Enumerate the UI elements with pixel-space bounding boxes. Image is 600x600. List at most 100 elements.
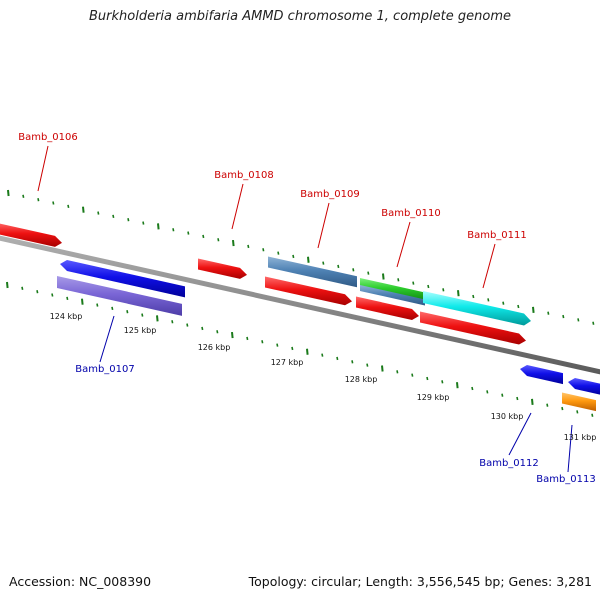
upper-minor-tick — [427, 284, 430, 289]
upper-minor-tick — [322, 261, 325, 265]
page-title: Burkholderia ambifaria AMMD chromosome 1… — [88, 9, 512, 24]
upper-major-tick — [382, 273, 385, 280]
lower-minor-tick — [36, 290, 39, 294]
upper-major-tick — [82, 206, 85, 213]
upper-minor-tick — [262, 248, 265, 252]
scale-tick-label: 127 kbp — [271, 358, 304, 367]
lower-tick-row — [6, 281, 594, 417]
lower-major-tick — [306, 348, 309, 355]
upper-minor-tick — [217, 238, 220, 242]
gene-bamb-0108-arrow — [198, 258, 247, 279]
leader-line-bamb-0111 — [482, 243, 496, 289]
upper-minor-tick — [397, 278, 400, 282]
gene-forward-red-arrow — [265, 276, 352, 306]
gene-bamb-0106-arrow — [0, 223, 62, 247]
upper-minor-tick — [97, 211, 100, 215]
lower-minor-tick — [141, 313, 144, 317]
scale-tick-label: 124 kbp — [50, 312, 83, 321]
gene-bamb-0109-arrow — [268, 256, 357, 288]
upper-major-tick — [532, 306, 535, 313]
gene-label-bamb-0112[interactable]: Bamb_0112 — [479, 458, 539, 469]
lower-minor-tick — [171, 320, 174, 324]
gene-label-bamb-0111[interactable]: Bamb_0111 — [467, 230, 527, 241]
lower-minor-tick — [591, 413, 594, 417]
accession-text: Accession: NC_008390 — [9, 574, 152, 589]
leader-line-bamb-0113 — [567, 424, 573, 473]
scale-tick-label: 126 kbp — [198, 343, 231, 352]
gene-labels: Bamb_0106 Bamb_0107 Bamb_0108 Bamb_0109 Bamb… — [18, 132, 596, 485]
gene-features — [0, 223, 600, 412]
upper-minor-tick — [412, 281, 415, 285]
lower-minor-tick — [471, 386, 474, 391]
upper-tick-row — [7, 189, 595, 325]
upper-minor-tick — [127, 218, 130, 222]
upper-minor-tick — [352, 268, 355, 272]
lower-minor-tick — [261, 340, 264, 344]
leader-line-bamb-0112 — [508, 412, 532, 456]
lower-minor-tick — [276, 343, 279, 347]
upper-minor-tick — [367, 271, 370, 275]
lower-minor-tick — [96, 303, 99, 307]
lower-minor-tick — [246, 336, 249, 341]
upper-minor-tick — [247, 244, 250, 249]
leader-line-bamb-0108 — [231, 183, 244, 230]
upper-minor-tick — [487, 298, 490, 302]
gene-label-bamb-0109[interactable]: Bamb_0109 — [300, 189, 360, 200]
upper-major-tick — [307, 256, 310, 263]
lower-minor-tick — [66, 296, 69, 301]
lower-minor-tick — [351, 360, 354, 364]
upper-minor-tick — [547, 311, 550, 315]
upper-minor-tick — [112, 214, 115, 219]
lower-minor-tick — [576, 410, 579, 414]
lower-minor-tick — [546, 403, 549, 407]
upper-major-tick — [7, 189, 10, 197]
gene-forward-red-arrow — [356, 296, 419, 320]
scale-tick-label: 125 kbp — [124, 326, 157, 335]
lower-minor-tick — [441, 380, 444, 384]
lower-minor-tick — [561, 406, 564, 411]
gene-bamb-0112-arrow — [520, 365, 563, 385]
lower-minor-tick — [516, 396, 519, 401]
lower-minor-tick — [411, 373, 414, 377]
lower-minor-tick — [336, 356, 339, 361]
chromosome-backbone — [0, 235, 600, 375]
upper-minor-tick — [337, 264, 340, 269]
lower-minor-tick — [51, 293, 54, 297]
upper-major-tick — [157, 223, 160, 230]
scale-tick-label: 128 kbp — [345, 375, 378, 384]
upper-major-tick — [457, 290, 460, 297]
upper-minor-tick — [577, 318, 580, 322]
gene-forward-steel-arrow — [360, 285, 425, 306]
upper-minor-tick — [67, 204, 70, 209]
scale-tick-label: 131 kbp — [564, 433, 597, 442]
leader-line-bamb-0110 — [396, 221, 411, 268]
gene-label-bamb-0107[interactable]: Bamb_0107 — [75, 364, 135, 375]
lower-major-tick — [381, 365, 384, 372]
upper-minor-tick — [592, 321, 595, 325]
gene-label-bamb-0113[interactable]: Bamb_0113 — [536, 474, 596, 485]
lower-minor-tick — [366, 363, 369, 367]
lower-major-tick — [531, 398, 534, 405]
gene-reverse-blue-arrow — [568, 378, 600, 395]
upper-minor-tick — [172, 228, 175, 232]
upper-minor-tick — [52, 201, 55, 205]
lower-major-tick — [6, 281, 9, 289]
lower-major-tick — [156, 315, 159, 322]
gene-label-bamb-0106[interactable]: Bamb_0106 — [18, 132, 78, 143]
scale-tick-label: 129 kbp — [417, 393, 450, 402]
lower-minor-tick — [396, 370, 399, 374]
gene-label-bamb-0108[interactable]: Bamb_0108 — [214, 170, 274, 181]
upper-minor-tick — [187, 231, 190, 235]
gene-bamb-0113-arrow — [562, 392, 596, 412]
upper-minor-tick — [502, 301, 505, 305]
upper-minor-tick — [562, 314, 565, 319]
lower-major-tick — [231, 331, 234, 339]
leader-line-bamb-0107 — [99, 315, 115, 363]
lower-minor-tick — [486, 390, 489, 394]
gene-bamb-0110-arrow — [360, 278, 425, 301]
gene-bamb-0107-arrow — [57, 276, 182, 316]
lower-major-tick — [456, 382, 459, 389]
lower-minor-tick — [201, 326, 204, 331]
gene-label-bamb-0110[interactable]: Bamb_0110 — [381, 208, 441, 219]
